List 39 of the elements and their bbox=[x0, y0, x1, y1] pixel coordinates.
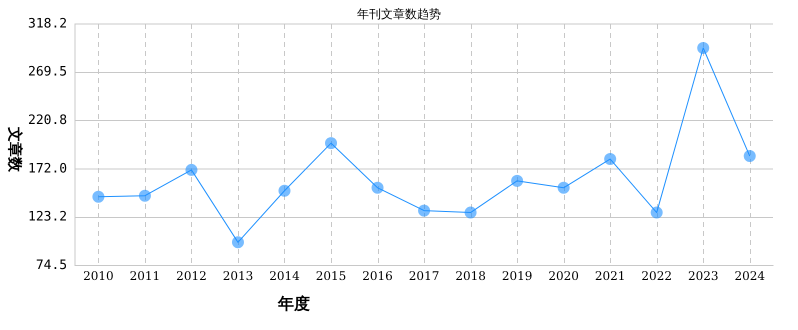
x-tick-label: 2023 bbox=[688, 268, 718, 283]
point bbox=[418, 204, 430, 217]
x-tick-label: 2014 bbox=[269, 268, 300, 283]
x-tick-label: 2011 bbox=[130, 268, 160, 283]
x-tick-label: 2020 bbox=[548, 268, 579, 283]
chart-title: 年刊文章数趋势 bbox=[357, 7, 441, 21]
point bbox=[92, 190, 104, 203]
point bbox=[325, 137, 338, 150]
x-tick-label: 2022 bbox=[641, 268, 672, 283]
point bbox=[464, 206, 477, 219]
x-tick-label: 2013 bbox=[222, 268, 254, 283]
point bbox=[278, 184, 290, 197]
y-tick-label: 172.0 bbox=[28, 161, 68, 176]
x-tick-label: 2017 bbox=[408, 268, 440, 283]
point bbox=[372, 182, 384, 194]
point bbox=[697, 42, 710, 54]
point bbox=[232, 236, 244, 248]
x-tick-label: 2015 bbox=[316, 268, 346, 283]
y-tick-label: 269.5 bbox=[28, 64, 68, 80]
y-tick-label: 318.2 bbox=[28, 16, 68, 32]
y-axis-title: 文章数 bbox=[5, 127, 24, 172]
y-tick-label: 74.5 bbox=[36, 258, 68, 273]
point bbox=[558, 182, 570, 194]
x-tick-label: 2021 bbox=[594, 268, 626, 283]
x-tick-label: 2012 bbox=[176, 268, 207, 283]
point bbox=[744, 150, 756, 162]
point bbox=[185, 164, 198, 176]
x-tick-label: 2016 bbox=[362, 268, 393, 283]
point bbox=[138, 190, 151, 202]
y-tick-label: 123.2 bbox=[28, 210, 68, 225]
point bbox=[650, 206, 663, 219]
x-tick-label: 2010 bbox=[83, 268, 114, 283]
x-tick-label: 2019 bbox=[502, 268, 532, 283]
x-tick-label: 2018 bbox=[455, 268, 486, 283]
point bbox=[604, 153, 616, 166]
point bbox=[511, 174, 524, 187]
x-axis-title: 年度 bbox=[278, 294, 310, 315]
x-tick-label: 2024 bbox=[734, 268, 766, 283]
y-tick-label: 220.8 bbox=[28, 112, 68, 128]
